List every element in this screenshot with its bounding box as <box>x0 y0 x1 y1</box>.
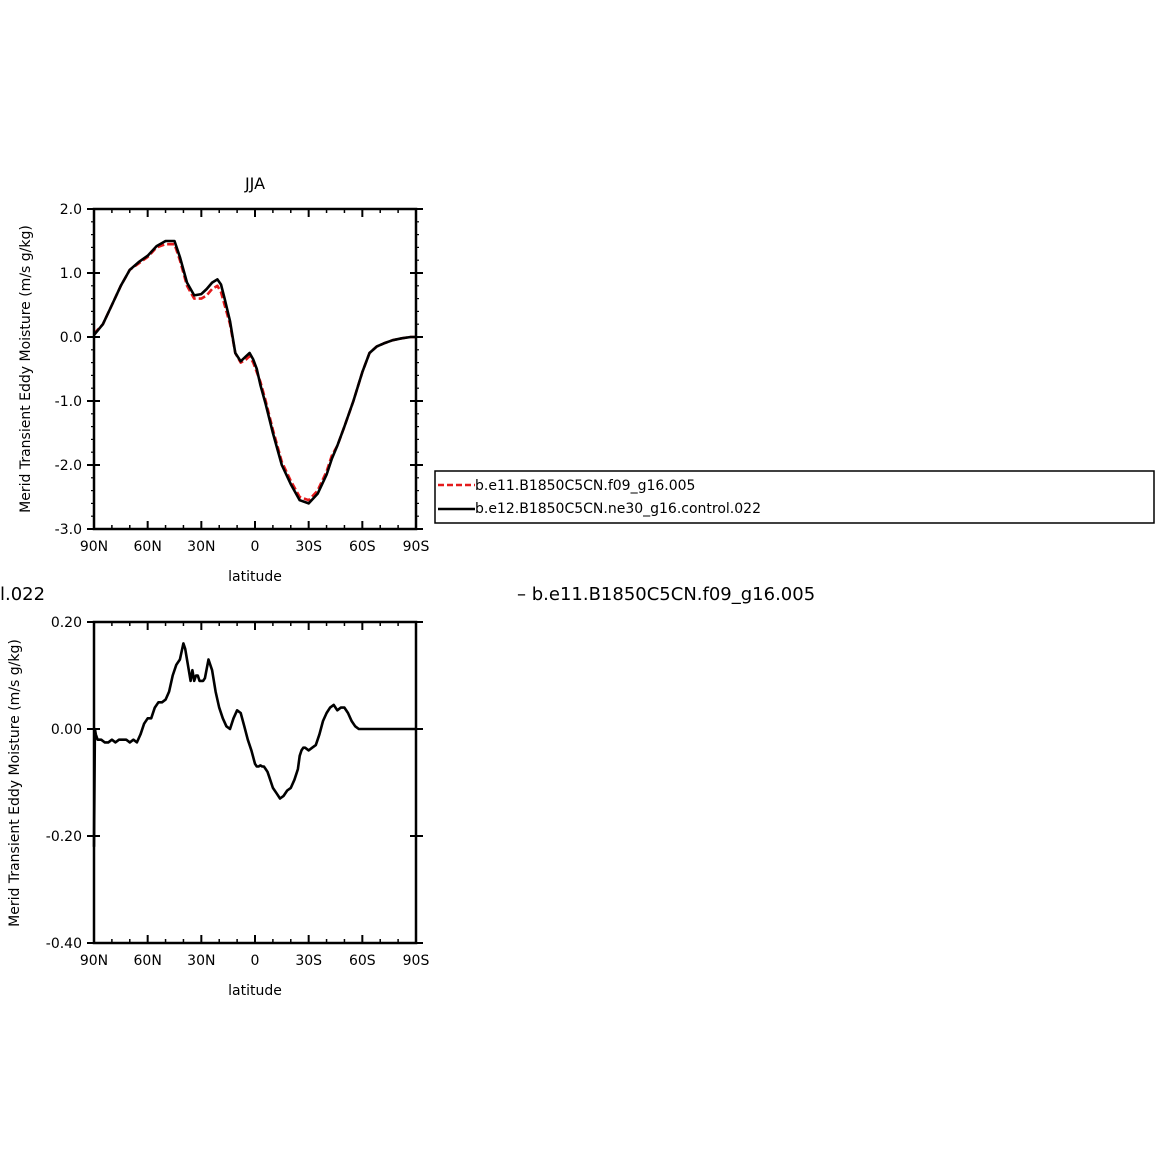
panel-bottom: l.022 – b.e11.B1850C5CN.f09_g16.005 Meri… <box>0 584 815 999</box>
y-tick-label: -0.20 <box>46 829 82 845</box>
x-axis-label-top: latitude <box>228 569 282 585</box>
x-tick-label: 60N <box>134 539 162 555</box>
plot-frame-bottom <box>92 620 418 945</box>
legend-box <box>434 470 1155 524</box>
x-tick-label: 90S <box>403 953 430 969</box>
legend-entry-red: b.e11.B1850C5CN.f09_g16.005 <box>475 478 695 494</box>
x-tick-label: 60N <box>134 953 162 969</box>
clipped-title-right: – b.e11.B1850C5CN.f09_g16.005 <box>517 584 815 605</box>
series-line <box>93 242 416 502</box>
series-line <box>92 642 416 847</box>
x-tick-label: 30N <box>187 953 215 969</box>
x-tick-label: 90N <box>80 953 108 969</box>
y-tick-label: -2.0 <box>55 458 82 474</box>
x-tick-label: 30S <box>295 953 322 969</box>
y-axis-label-bottom: Merid Transient Eddy Moisture (m/s g/kg) <box>7 639 23 927</box>
clipped-title-left: l.022 <box>0 584 45 605</box>
y-tick-label: 0.20 <box>51 615 82 631</box>
legend-entry-black: b.e12.B1850C5CN.ne30_g16.control.022 <box>475 501 761 517</box>
y-tick-label: 1.0 <box>60 266 82 282</box>
plot-frame-top <box>92 207 418 531</box>
x-tick-label: 0 <box>251 539 260 555</box>
x-tick-label: 30N <box>187 539 215 555</box>
series-line <box>92 239 416 505</box>
chart-title: JJA <box>244 174 265 193</box>
x-tick-label: 90S <box>403 539 430 555</box>
x-axis-label-bottom: latitude <box>228 983 282 999</box>
svg-text:Merid Transient Eddy Moisture: Merid Transient Eddy Moisture (m/s g/kg) <box>7 639 23 927</box>
x-tick-label: 60S <box>349 953 376 969</box>
x-tick-label: 30S <box>295 539 322 555</box>
y-tick-label: 0.0 <box>60 330 82 346</box>
svg-text:Merid Transient Eddy Moisture: Merid Transient Eddy Moisture (m/s g/kg) <box>18 225 34 513</box>
y-tick-label: -3.0 <box>55 522 82 538</box>
x-tick-label: 0 <box>251 953 260 969</box>
y-axis-label-top: Merid Transient Eddy Moisture (m/s g/kg) <box>18 225 34 513</box>
x-tick-label: 60S <box>349 539 376 555</box>
x-tick-label: 90N <box>80 539 108 555</box>
y-tick-label: -0.40 <box>46 936 82 952</box>
y-tick-label: -1.0 <box>55 394 82 410</box>
y-tick-label: 2.0 <box>60 202 82 218</box>
y-tick-label: 0.00 <box>51 722 82 738</box>
legend: b.e11.B1850C5CN.f09_g16.005 b.e12.B1850C… <box>434 470 1155 524</box>
panel-top: JJA Merid Transient Eddy Moisture (m/s g… <box>18 174 1155 585</box>
